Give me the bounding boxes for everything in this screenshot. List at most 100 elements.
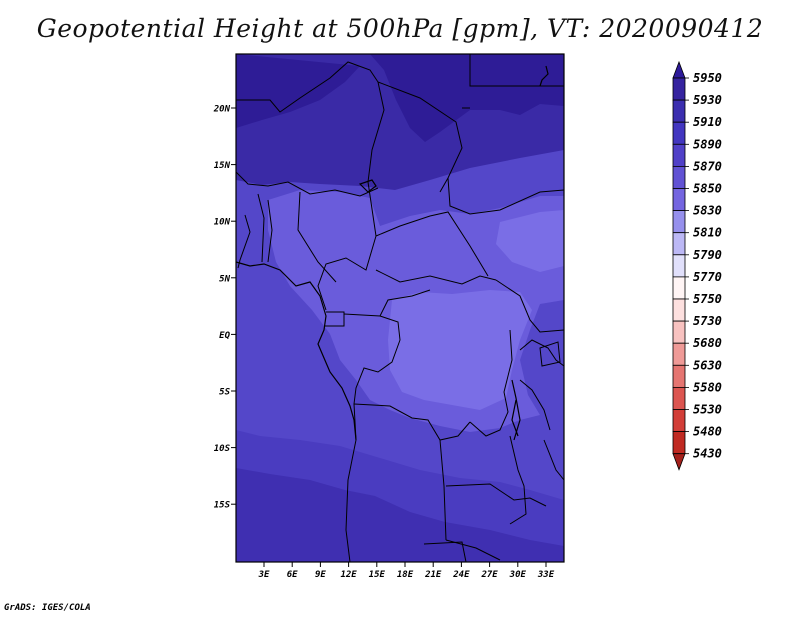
colorbar-top-arrow [672, 60, 686, 79]
border-segment [509, 435, 527, 525]
lon-tick-label: 3E [258, 570, 270, 580]
colorbar-segment [672, 431, 686, 455]
band-5950-north [236, 54, 564, 142]
country-borders [235, 54, 565, 563]
colorbar-segment [672, 320, 686, 344]
colorbar-label: 5930 [693, 93, 722, 107]
lat-tick-label: 15N [214, 161, 231, 171]
colorbar-label: 5890 [693, 137, 722, 151]
border-segment [297, 191, 337, 283]
colorbar-label: 5790 [693, 248, 722, 262]
lon-tick-label: 6E [287, 570, 298, 580]
colorbar-segment [672, 188, 686, 212]
colorbar-segment [672, 232, 686, 256]
colorbar-label: 5850 [693, 182, 722, 196]
colorbar-bottom-arrow [672, 453, 686, 471]
colorbar-segment [672, 342, 686, 366]
colorbar-label: 5830 [693, 204, 722, 218]
lon-tick-label: 9E [315, 570, 326, 580]
border-segment [539, 341, 561, 367]
border-segment [257, 193, 265, 263]
colorbar-label: 5870 [693, 159, 722, 173]
lon-tick-label: 24E [452, 570, 470, 580]
colorbar-label: 5680 [693, 336, 722, 350]
lon-tick-label: 21E [424, 570, 442, 580]
coastline-segment [511, 399, 519, 437]
colorbar-segment [672, 298, 686, 322]
border-segment [423, 541, 467, 563]
lat-tick-label: 5S [219, 388, 230, 398]
coastline-segment [235, 261, 357, 441]
colorbar-segment [672, 143, 686, 167]
colorbar-label: 5730 [693, 314, 722, 328]
border-segment [267, 199, 273, 263]
lon-tick-label: 18E [397, 570, 414, 580]
lon-tick-label: 33E [537, 570, 555, 580]
border-segment [237, 214, 251, 269]
border-segment [377, 81, 463, 193]
lon-tick-label: 30E [509, 570, 527, 580]
lon-tick-label: 27E [480, 570, 498, 580]
border-segment [469, 329, 513, 437]
lon-axis: 3E 6E 9E 12E 15E 18E 21E 24E 27E 30E 33E [258, 562, 555, 580]
coastline-segment [358, 179, 377, 193]
border-segment [519, 379, 551, 431]
colorbar-segment [672, 121, 686, 145]
colorbar-segment [672, 276, 686, 300]
border-segment [235, 171, 379, 197]
credit-text: GrADS: IGES/COLA [4, 603, 91, 613]
border-segment [367, 81, 385, 183]
border-segment [439, 439, 447, 541]
coastlines [235, 65, 549, 441]
coastline-segment [539, 65, 549, 87]
border-segment [445, 483, 547, 507]
colorbar-label: 5770 [693, 270, 722, 284]
band-5890-south [236, 468, 564, 562]
border-segment [324, 311, 345, 327]
colorbar-segment [672, 254, 686, 278]
lat-tick-label: 15S [214, 501, 231, 511]
colorbar-segment [672, 165, 686, 189]
colorbar-label: 5810 [693, 226, 722, 240]
border-segment [447, 177, 565, 215]
border-segment [343, 313, 401, 405]
border-segment [353, 403, 471, 441]
border-segment [469, 54, 564, 87]
colorbar-label: 5480 [693, 425, 722, 439]
colorbar-segment [672, 364, 686, 388]
colorbar-segment [672, 99, 686, 123]
border-segment [375, 211, 489, 277]
lon-tick-label: 12E [340, 570, 357, 580]
band-5830-basin [388, 210, 564, 410]
lon-tick-label: 15E [369, 570, 386, 580]
lat-tick-label: 10N [214, 218, 231, 228]
colorbar-label: 5750 [693, 292, 722, 306]
lat-tick-label: 10S [214, 444, 231, 454]
colorbar-segment [672, 77, 686, 101]
border-segment [543, 439, 565, 481]
border-segment [495, 279, 565, 333]
lat-tick-label: EQ [219, 331, 230, 341]
coastline-segment [511, 379, 521, 441]
height-field [236, 54, 564, 562]
colorbar-segment [672, 409, 686, 433]
colorbar-label: 5910 [693, 115, 722, 129]
lat-axis: 20N 15N 10N 5N EQ 5S 10S 15S [213, 105, 236, 511]
colorbar-label: 5950 [693, 71, 722, 85]
lat-tick-label: 20N [213, 105, 231, 115]
colorbar-segment [672, 386, 686, 410]
border-segment [236, 61, 379, 113]
border-segment [379, 289, 431, 317]
colorbar-legend: 5950 5930 5910 5890 5870 5850 5830 5810 5790 5770… [672, 60, 722, 471]
page-title: Geopotential Height at 500hPa [gpm], VT:… [36, 14, 764, 43]
colorbar-segment [672, 210, 686, 234]
map-frame [235, 53, 565, 563]
border-segment [375, 269, 497, 285]
colorbar-label: 5630 [693, 358, 722, 372]
colorbar-label: 5580 [693, 380, 722, 394]
colorbar-label: 5430 [693, 447, 722, 461]
colorbar-label: 5530 [693, 403, 722, 417]
lat-tick-label: 5N [219, 274, 230, 284]
